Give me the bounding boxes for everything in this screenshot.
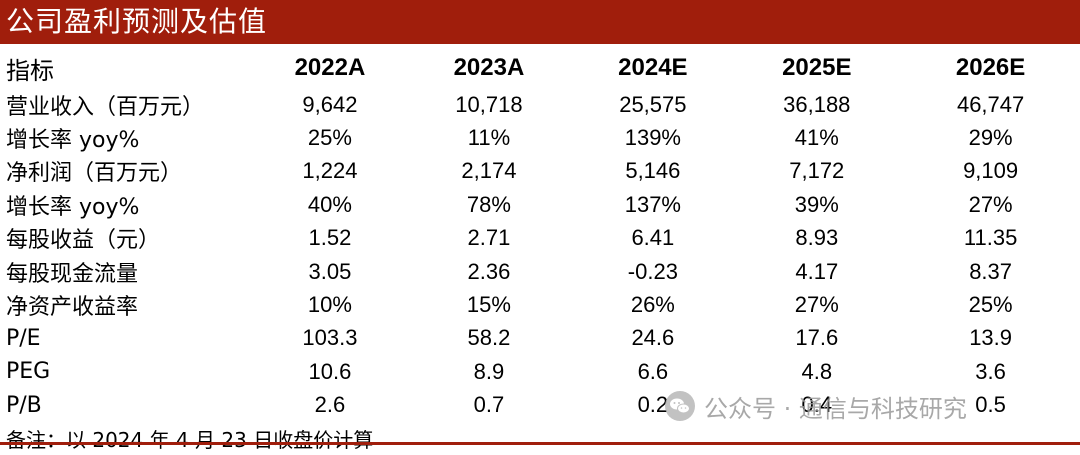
table-row: P/E 103.3 58.2 24.6 17.6 13.9 <box>0 322 1080 355</box>
row-value: 1,224 <box>302 158 358 184</box>
row-value: 10.6 <box>308 358 352 384</box>
forecast-table: 指标 2022A 2023A 2024E 2025E 2026E 营业收入（百万… <box>0 48 1080 455</box>
header-label: 指标 <box>6 56 54 85</box>
row-value: 2.36 <box>467 258 511 284</box>
header-year: 2022A <box>294 54 366 81</box>
row-value: 139% <box>624 125 681 151</box>
row-value: 27% <box>794 292 839 318</box>
table-row: 净资产收益率 10% 15% 26% 27% 25% <box>0 288 1080 321</box>
row-value: 11.35 <box>963 225 1018 251</box>
row-value: 11% <box>467 125 511 151</box>
table-row: 每股现金流量 3.05 2.36 -0.23 4.17 8.37 <box>0 255 1080 288</box>
table-row: 增长率 yoy% 40% 78% 137% 39% 27% <box>0 188 1080 221</box>
row-value: 17.6 <box>795 325 839 351</box>
title-bar: 公司盈利预测及估值 <box>0 0 1080 44</box>
table-row: PEG 10.6 8.9 6.6 4.8 3.6 <box>0 355 1080 388</box>
table-row: 营业收入（百万元） 9,642 10,718 25,575 36,188 46,747 <box>0 88 1080 121</box>
row-label: P/B <box>6 392 42 418</box>
row-value: 137% <box>624 191 681 217</box>
row-value: 0.5 <box>975 392 1006 418</box>
row-value: 8.37 <box>969 258 1013 284</box>
row-value: 0.4 <box>801 392 833 418</box>
table-body: 营业收入（百万元） 9,642 10,718 25,575 36,188 46,747 增长… <box>0 88 1080 422</box>
row-value: 25% <box>968 292 1013 318</box>
row-value: 46,747 <box>956 91 1025 117</box>
wechat-icon <box>665 391 695 421</box>
row-value: 9,109 <box>963 158 1019 184</box>
row-label: 每股收益（元） <box>6 228 161 254</box>
row-value: 39% <box>794 191 839 217</box>
table-row: 每股收益（元） 1.52 2.71 6.41 8.93 11.35 <box>0 222 1080 255</box>
row-label: 增长率 yoy% <box>6 128 140 154</box>
row-value: 27% <box>968 191 1013 217</box>
header-year: 2026E <box>955 54 1026 81</box>
row-value: 6.6 <box>637 358 669 384</box>
note-row: 备注：以 2024 年 4 月 23 日收盘价计算 <box>0 422 1080 455</box>
row-label: 增长率 yoy% <box>6 194 140 220</box>
row-value: 25% <box>307 125 352 151</box>
footnote: 备注：以 2024 年 4 月 23 日收盘价计算 <box>6 428 374 453</box>
header-year: 2025E <box>782 54 852 81</box>
row-value: 29% <box>968 125 1013 151</box>
row-value: 0.7 <box>473 392 505 418</box>
row-value: 3.6 <box>975 358 1006 384</box>
table-row: 净利润（百万元） 1,224 2,174 5,146 7,172 9,109 <box>0 155 1080 188</box>
row-value: 2.6 <box>314 392 346 418</box>
header-year: 2024E <box>618 54 688 81</box>
row-value: 26% <box>630 292 675 318</box>
row-value: 36,188 <box>783 91 851 117</box>
bottom-rule <box>0 442 1080 445</box>
row-value: 103.3 <box>302 325 358 351</box>
row-value: 8.93 <box>795 225 839 251</box>
row-value: 40% <box>307 191 352 217</box>
row-value: 4.17 <box>795 258 839 284</box>
row-label: P/E <box>6 325 41 351</box>
row-value: 25,575 <box>619 91 687 117</box>
row-value: 1.52 <box>308 225 352 251</box>
header-year: 2023A <box>453 54 525 81</box>
row-value: -0.23 <box>627 258 678 284</box>
row-label: 净利润（百万元） <box>6 161 183 187</box>
row-value: 15% <box>466 292 511 318</box>
row-value: 58.2 <box>467 325 511 351</box>
row-value: 10% <box>307 292 352 318</box>
row-value: 2.71 <box>467 225 511 251</box>
row-value: 7,172 <box>789 158 845 184</box>
row-value: 13.9 <box>969 325 1013 351</box>
watermark: 公众号 · 通信与科技研究 <box>664 388 967 424</box>
watermark-text: 公众号 · 通信与科技研究 <box>704 394 967 423</box>
row-value: 78% <box>466 191 511 217</box>
row-value: 4.8 <box>801 358 833 384</box>
table-row: P/B 2.6 0.7 0.2 0.4 0.5 <box>0 389 1080 422</box>
row-value: 10,718 <box>455 91 523 117</box>
row-label: PEG <box>6 359 51 385</box>
row-value: 8.9 <box>473 358 505 384</box>
row-label: 营业收入（百万元） <box>6 94 205 120</box>
row-value: 24.6 <box>631 325 675 351</box>
table-row: 增长率 yoy% 25% 11% 139% 41% 29% <box>0 121 1080 154</box>
row-label: 净资产收益率 <box>6 295 139 321</box>
table-header-row: 指标 2022A 2023A 2024E 2025E 2026E <box>0 48 1080 88</box>
row-value: 2,174 <box>461 158 517 184</box>
row-value: 9,642 <box>302 91 358 117</box>
row-value: 0.2 <box>637 392 669 418</box>
row-value: 3.05 <box>308 258 352 284</box>
row-label: 每股现金流量 <box>6 261 139 287</box>
row-value: 5,146 <box>625 158 681 184</box>
page-title: 公司盈利预测及估值 <box>6 5 268 38</box>
row-value: 41% <box>794 125 839 151</box>
row-value: 6.41 <box>631 225 675 251</box>
